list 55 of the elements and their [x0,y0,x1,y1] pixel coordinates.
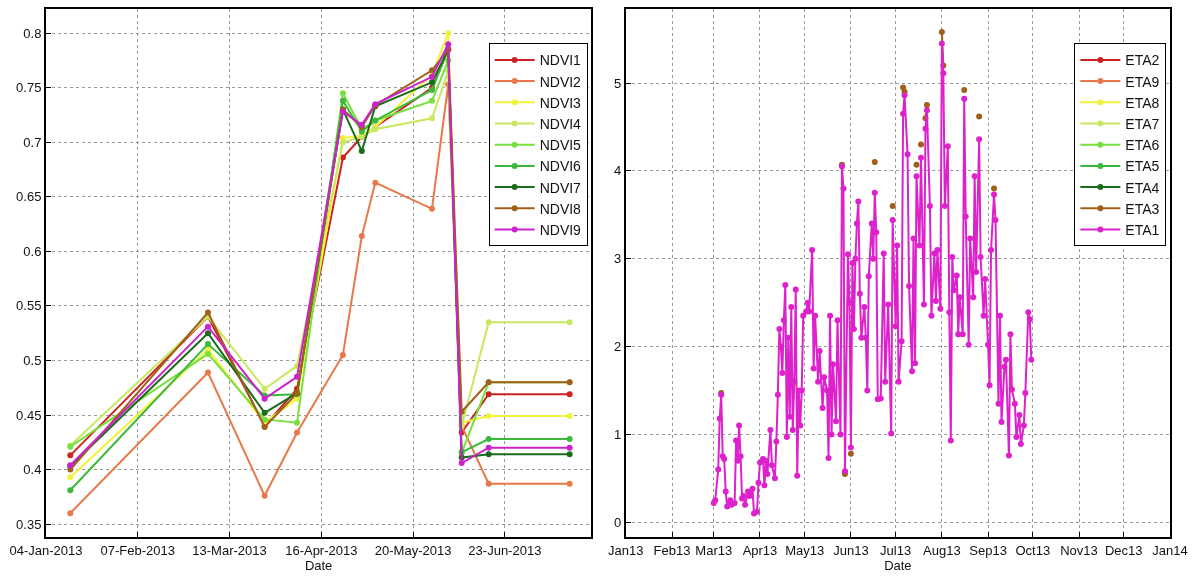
y-tick-label: 1 [613,426,622,442]
x-tick-label: 16-Apr-2013 [285,542,358,558]
y-tick-label: 0 [613,514,622,530]
x-tick-label: Aug13 [923,542,961,558]
legend-label: ETA8 [1125,94,1160,111]
legend-label: NDVI1 [539,52,582,69]
legend-label: ETA4 [1125,179,1160,196]
legend-label: NDVI8 [539,200,582,217]
x-tick-label: Apr13 [742,542,778,558]
legend-label: ETA2 [1125,52,1160,69]
x-tick-label: Feb13 [653,542,691,558]
legend-label: NDVI4 [539,115,582,132]
x-tick-label: Dec13 [1104,542,1143,558]
y-tick-label: 0.5 [23,353,42,369]
x-tick-label: Jan13 [608,542,644,558]
y-tick-label: 0.7 [23,134,42,150]
x-tick-label: Jun13 [833,542,869,558]
x-tick-label: May13 [785,542,825,558]
x-axis-title: Date [884,557,912,573]
x-tick-label: Mar13 [695,542,733,558]
y-tick-label: 0.45 [16,407,42,423]
legend-label: ETA9 [1125,73,1160,90]
legend-label: NDVI3 [539,94,582,111]
x-tick-label: 13-Mar-2013 [192,542,267,558]
legend-label: ETA5 [1125,158,1160,175]
y-tick-label: 0.55 [16,298,42,314]
y-tick-label: 0.65 [16,189,42,205]
y-tick-label: 2 [613,339,622,355]
legend-label: NDVI6 [539,158,582,175]
y-tick-label: 3 [613,251,622,267]
x-tick-label: 23-Jun-2013 [468,542,542,558]
y-tick-label: 0.35 [16,516,42,532]
legend-label: ETA1 [1125,221,1160,238]
legend-label: ETA7 [1125,115,1160,132]
y-tick-label: 0.4 [23,462,42,478]
legend-label: ETA3 [1125,200,1160,217]
x-tick-label: 04-Jan-2013 [9,542,83,558]
y-tick-label: 5 [613,75,622,91]
y-tick-label: 0.6 [23,243,42,259]
y-tick-label: 0.8 [23,25,42,41]
y-tick-label: 4 [613,163,622,179]
legend-label: ETA6 [1125,137,1160,154]
y-tick-label: 0.75 [16,80,42,96]
legend-label: NDVI2 [539,73,582,90]
x-tick-label: 07-Feb-2013 [100,542,176,558]
x-tick-label: Nov13 [1060,542,1098,558]
x-tick-label: Jan14 [1152,542,1188,558]
x-tick-label: Jul13 [880,542,912,558]
legend-label: NDVI7 [539,179,582,196]
x-axis-title: Date [304,557,333,573]
x-tick-label: Sep13 [969,542,1007,558]
x-tick-label: Oct13 [1015,542,1051,558]
legend-label: NDVI9 [539,221,582,238]
x-tick-label: 20-May-2013 [374,542,452,558]
legend-label: NDVI5 [539,137,582,154]
